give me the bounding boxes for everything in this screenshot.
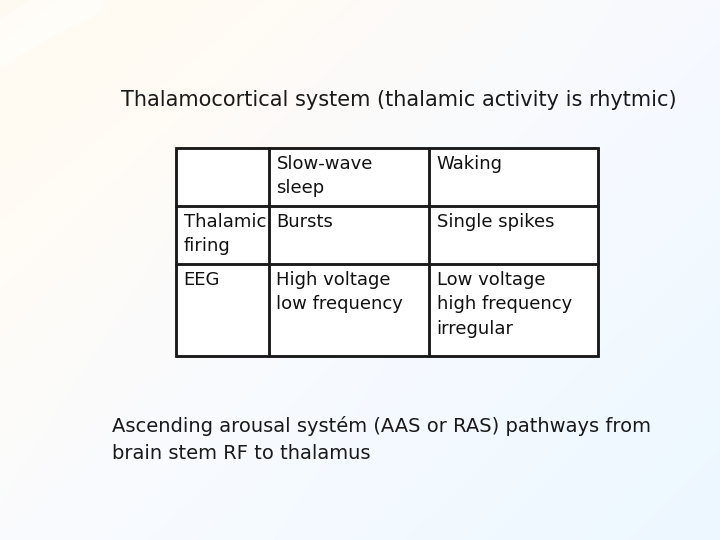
Bar bbox=[429, 148, 598, 206]
Bar bbox=[176, 265, 269, 356]
Bar bbox=[176, 206, 269, 265]
Text: High voltage
low frequency: High voltage low frequency bbox=[276, 271, 403, 313]
Text: Low voltage
high frequency
irregular: Low voltage high frequency irregular bbox=[436, 271, 572, 338]
Text: Bursts: Bursts bbox=[276, 213, 333, 231]
Text: EEG: EEG bbox=[184, 271, 220, 289]
Bar bbox=[429, 265, 598, 356]
FancyBboxPatch shape bbox=[176, 148, 598, 356]
Bar bbox=[269, 206, 429, 265]
Bar bbox=[269, 148, 429, 206]
Text: Waking: Waking bbox=[436, 154, 503, 173]
Text: Single spikes: Single spikes bbox=[436, 213, 554, 231]
Text: Thalamic
firing: Thalamic firing bbox=[184, 213, 266, 255]
Text: Slow-wave
sleep: Slow-wave sleep bbox=[276, 154, 373, 197]
Text: Ascending arousal systém (AAS or RAS) pathways from
brain stem RF to thalamus: Ascending arousal systém (AAS or RAS) pa… bbox=[112, 416, 652, 463]
Bar bbox=[176, 148, 269, 206]
Text: Thalamocortical system (thalamic activity is rhytmic): Thalamocortical system (thalamic activit… bbox=[121, 90, 676, 110]
Bar bbox=[429, 206, 598, 265]
Bar bbox=[269, 265, 429, 356]
